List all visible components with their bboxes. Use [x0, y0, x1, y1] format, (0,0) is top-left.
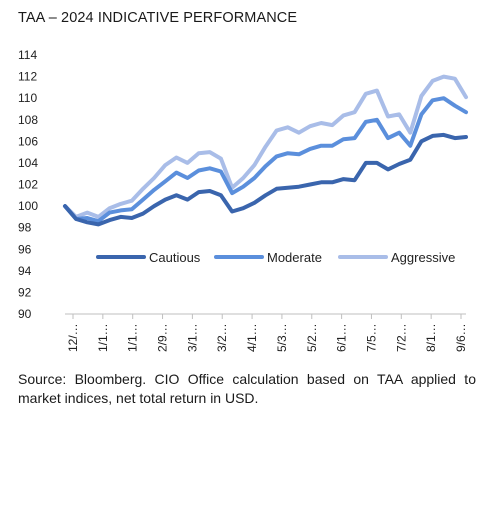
series-line-cautious	[63, 132, 468, 227]
y-tick-label: 104	[18, 156, 38, 170]
y-axis: 90 92 94 96 98 100 102 104 106 108 110 112 114	[18, 48, 38, 321]
x-tick-label: 8/1…	[424, 323, 438, 352]
x-tick-label: 12/…	[66, 323, 80, 352]
series-line-moderate	[63, 96, 468, 224]
x-tick-label: 2/9…	[156, 323, 170, 352]
legend-label-aggressive: Aggressive	[391, 250, 455, 265]
y-tick-label: 108	[18, 113, 38, 127]
x-axis: 12/… 1/1… 1/1… 2/9… 3/1… 3/2… 4/1… 5/3… 5/2… 6/1……	[65, 313, 468, 352]
y-tick-label: 92	[18, 285, 32, 299]
y-tick-label: 90	[18, 307, 32, 321]
x-tick-label: 7/5…	[364, 323, 378, 352]
y-tick-label: 106	[18, 134, 38, 148]
source-note: Source: Bloomberg. CIO Office calculatio…	[18, 371, 476, 406]
x-tick-label: 3/1…	[185, 323, 199, 352]
y-tick-label: 114	[18, 48, 37, 62]
x-tick-label: 4/1…	[245, 323, 259, 352]
x-tick-label: 7/2…	[394, 323, 408, 352]
legend: Cautious Moderate Aggressive	[96, 250, 455, 265]
y-tick-label: 102	[18, 178, 38, 192]
series-lines	[63, 74, 468, 227]
x-tick-label: 5/3…	[275, 323, 289, 352]
x-tick-label: 5/2…	[305, 323, 319, 352]
x-tick-label: 3/2…	[215, 323, 229, 352]
y-tick-label: 112	[18, 70, 37, 84]
y-tick-label: 98	[18, 221, 32, 235]
y-tick-label: 94	[18, 264, 32, 278]
x-tick-label: 1/1…	[126, 323, 140, 352]
y-tick-label: 96	[18, 242, 32, 256]
x-tick-label: 6/1…	[335, 323, 349, 352]
legend-label-cautious: Cautious	[149, 250, 201, 265]
y-tick-label: 100	[18, 199, 38, 213]
y-tick-label: 110	[18, 91, 37, 105]
series-line-aggressive	[63, 74, 468, 219]
x-tick-label: 9/6…	[454, 323, 468, 352]
chart-title: TAA – 2024 INDICATIVE PERFORMANCE	[18, 10, 298, 26]
x-tick-label: 1/1…	[96, 323, 110, 352]
legend-label-moderate: Moderate	[267, 250, 322, 265]
